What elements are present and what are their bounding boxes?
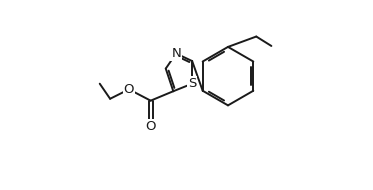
Text: O: O (124, 83, 134, 96)
Text: S: S (188, 77, 196, 90)
Text: O: O (145, 120, 156, 133)
Text: N: N (171, 47, 181, 60)
